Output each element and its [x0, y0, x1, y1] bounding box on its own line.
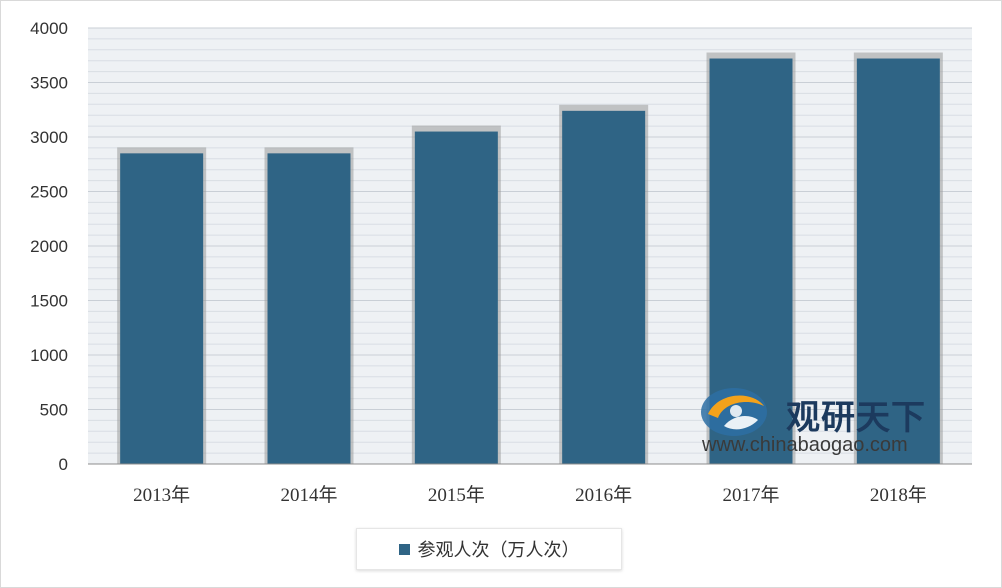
bar-2018年 — [856, 58, 940, 465]
y-tick-label: 3000 — [30, 128, 68, 147]
y-tick-label: 1500 — [30, 292, 68, 311]
watermark-title: 观研天下 — [786, 398, 926, 438]
x-tick-label: 2014年 — [280, 484, 337, 506]
x-tick-label: 2016年 — [575, 484, 632, 506]
watermark-url: www.chinabaogao.com — [702, 434, 908, 456]
watermark-logo-icon — [701, 388, 767, 436]
y-tick-label: 2000 — [30, 237, 68, 256]
x-tick-label: 2015年 — [428, 484, 485, 506]
bar-2014年 — [267, 153, 351, 464]
y-tick-label: 500 — [40, 401, 68, 420]
x-tick-label: 2013年 — [133, 484, 190, 506]
legend-swatch — [398, 543, 410, 555]
watermark: 观研天下 www.chinabaogao.com — [700, 378, 970, 464]
bar-2015年 — [414, 131, 498, 465]
x-tick-label: 2017年 — [722, 484, 779, 506]
y-tick-label: 2500 — [30, 183, 68, 202]
legend-label: 参观人次（万人次） — [417, 540, 580, 561]
y-tick-label: 0 — [59, 455, 68, 474]
y-tick-label: 3500 — [30, 74, 68, 93]
y-tick-label: 4000 — [30, 19, 68, 38]
bar-2013年 — [120, 153, 204, 464]
legend: 参观人次（万人次） — [356, 528, 622, 570]
y-tick-label: 1000 — [30, 346, 68, 365]
bar-2016年 — [562, 110, 646, 464]
x-tick-label: 2018年 — [870, 484, 927, 506]
